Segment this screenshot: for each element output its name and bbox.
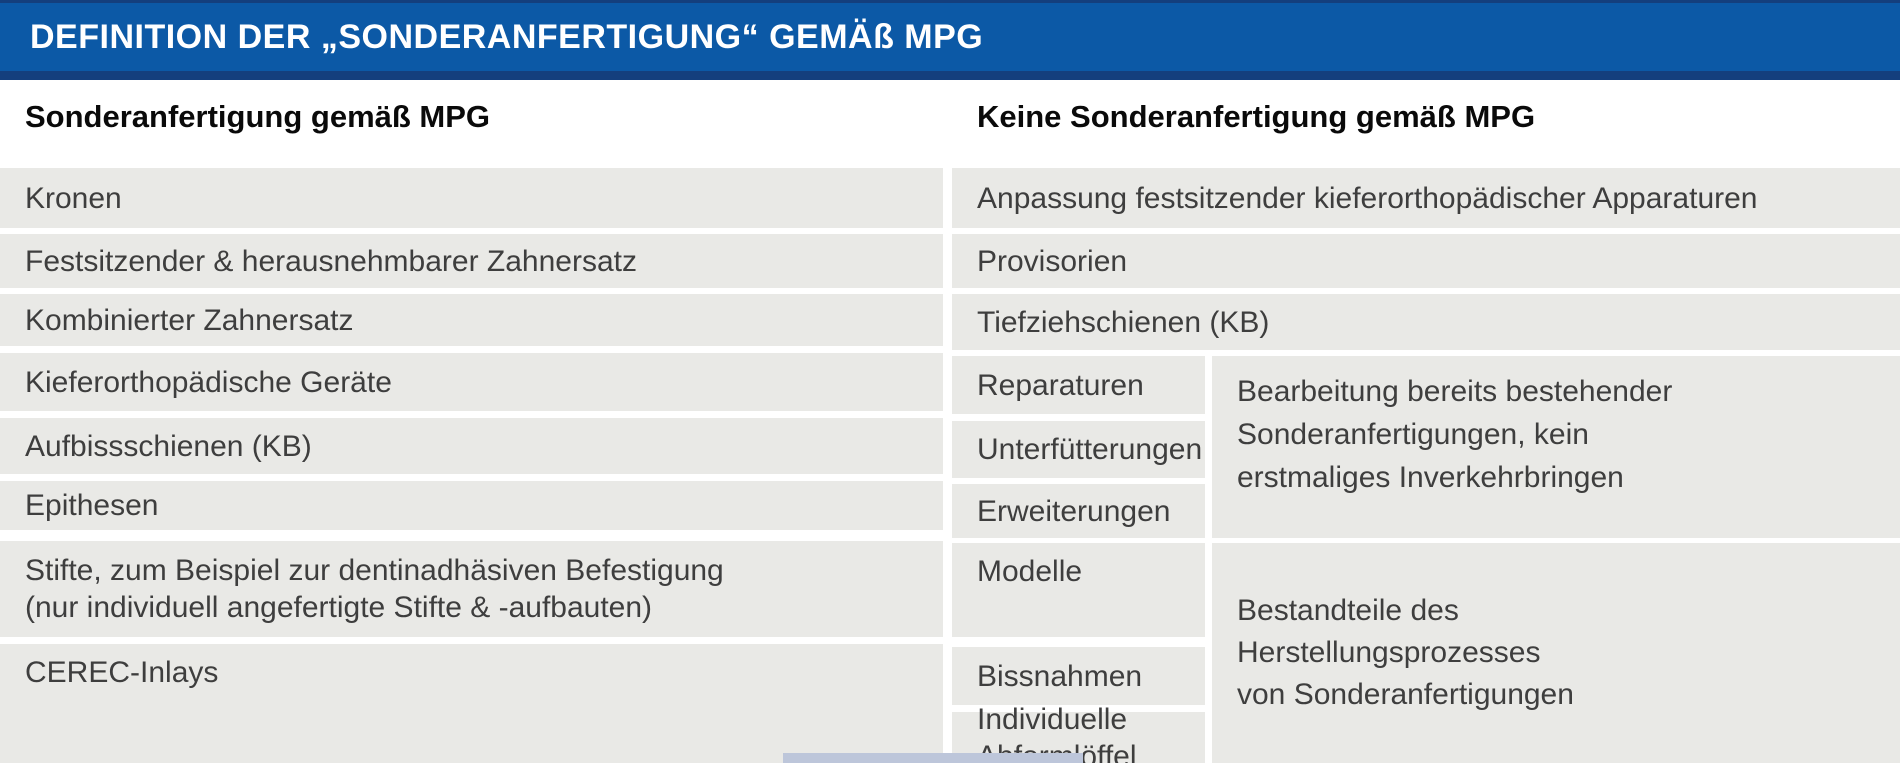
table-cell-aufbissschienen: Aufbissschienen (KB) <box>0 418 943 474</box>
table-cell-provisorien: Provisorien <box>952 234 1900 288</box>
table-cell-kieferorthopaedische-geraete: Kieferorthopädische Geräte <box>0 353 943 411</box>
table-cell-reparaturen: Reparaturen <box>952 356 1205 414</box>
table-cell-kronen: Kronen <box>0 168 943 228</box>
header-accent-strip <box>0 71 1900 80</box>
table-cell-erweiterungen: Erweiterungen <box>952 484 1205 538</box>
page-title: DEFINITION DER „SONDERANFERTIGUNG“ GEMÄß… <box>30 17 984 56</box>
column-heading-sonderanfertigung: Sonderanfertigung gemäß MPG <box>25 99 491 134</box>
partial-bottom-strip <box>783 753 1083 763</box>
table-cell-unterfuetterungen: Unterfütterungen <box>952 421 1205 478</box>
table-cell-stifte: Stifte, zum Beispiel zur dentinadhäsiven… <box>0 541 943 637</box>
table-cell-modelle: Modelle <box>952 543 1205 637</box>
title-bar: DEFINITION DER „SONDERANFERTIGUNG“ GEMÄß… <box>0 0 1900 71</box>
column-heading-keine-sonderanfertigung: Keine Sonderanfertigung gemäß MPG <box>977 99 1536 134</box>
table-cell-festsitzender-zahnersatz: Festsitzender & herausnehmbarer Zahnersa… <box>0 234 943 288</box>
table-cell-kombinierter-zahnersatz: Kombinierter Zahnersatz <box>0 294 943 346</box>
table-cell-bissnahmen: Bissnahmen <box>952 647 1205 705</box>
table-cell-note-bearbeitung-bestehender: Bearbeitung bereits bestehender Sonderan… <box>1212 356 1900 538</box>
table-cell-note-bestandteile-herstellungsprozess: Bestandteile des Herstellungsprozesses v… <box>1212 543 1900 763</box>
table-cell-epithesen: Epithesen <box>0 481 943 530</box>
table-cell-cerec-inlays: CEREC-Inlays <box>0 644 943 763</box>
table-cell-tiefziehschienen: Tiefziehschienen (KB) <box>952 294 1900 350</box>
table-cell-anpassung-apparaturen: Anpassung festsitzender kieferorthopädis… <box>952 168 1900 228</box>
